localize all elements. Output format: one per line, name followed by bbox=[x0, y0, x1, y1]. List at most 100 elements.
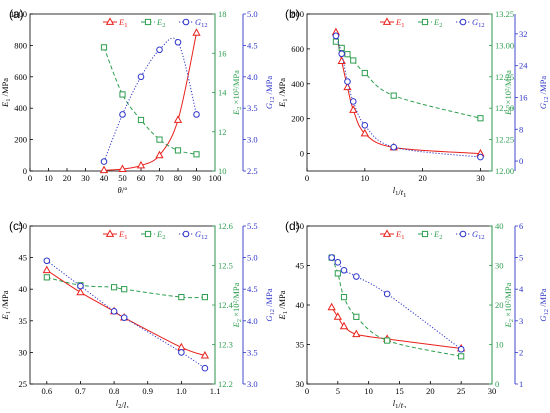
data-point-e1 bbox=[352, 329, 361, 338]
data-point-g12 bbox=[390, 143, 398, 151]
data-point-e2 bbox=[350, 57, 357, 64]
y-left-axis-label: E1 /MPa bbox=[0, 290, 12, 320]
y-left-tick-label: 600 bbox=[291, 44, 304, 54]
x-tick-label: 30 bbox=[476, 173, 485, 183]
data-point-g12 bbox=[344, 78, 351, 85]
data-point-e1 bbox=[333, 312, 342, 320]
data-point-e2 bbox=[458, 353, 465, 360]
data-point-e2 bbox=[353, 313, 360, 320]
data-point-e1 bbox=[136, 160, 146, 169]
legend-marker-g12 bbox=[182, 230, 190, 238]
series-line-g12 bbox=[103, 37, 197, 162]
y-left-tick-label: 35 bbox=[19, 316, 28, 326]
y-right2-tick-label: 3.5 bbox=[247, 347, 258, 357]
plot-frame bbox=[29, 225, 216, 385]
data-point-g12 bbox=[156, 46, 163, 54]
y-right2-axis-label: G12 /MPa bbox=[264, 288, 276, 321]
data-point-e1 bbox=[360, 128, 369, 137]
x-tick-label: 20 bbox=[418, 173, 427, 183]
y-left-tick-label: 800 bbox=[291, 9, 304, 19]
data-point-g12 bbox=[353, 273, 360, 280]
x-tick-label: 10 bbox=[364, 386, 373, 396]
y-right2-axis-label: G12 /MPa bbox=[264, 76, 276, 109]
x-tick-label: 30 bbox=[488, 386, 497, 396]
y-right2-tick-label: 5.0 bbox=[247, 253, 258, 263]
data-point-e2 bbox=[178, 294, 185, 301]
data-point-e1 bbox=[327, 302, 336, 311]
legend-marker-g12 bbox=[459, 18, 467, 26]
y-right1-tick-label: 10 bbox=[495, 340, 504, 350]
panel-label: (c) bbox=[9, 219, 23, 233]
y-left-tick-label: 0 bbox=[23, 166, 27, 176]
data-point-g12 bbox=[193, 111, 200, 118]
legend-label-e1: E1 bbox=[118, 17, 127, 29]
data-point-e1 bbox=[192, 28, 201, 36]
x-tick-label: 0 bbox=[305, 386, 309, 396]
legend-label-e1: E1 bbox=[395, 229, 404, 241]
y-right1-tick-label: 18 bbox=[218, 9, 227, 19]
y-right1-tick-label: 16 bbox=[218, 48, 227, 58]
data-point-g12 bbox=[77, 282, 84, 290]
legend-label-e1: E1 bbox=[118, 229, 127, 241]
legend: E1 E2 G12 bbox=[380, 17, 485, 29]
data-point-e2 bbox=[174, 147, 182, 154]
y-right2-tick-label: 16 bbox=[519, 92, 528, 102]
y-right1-tick-label: 40 bbox=[495, 221, 504, 231]
y-left-tick-label: 0 bbox=[300, 149, 304, 159]
data-point-e1 bbox=[76, 287, 85, 296]
y-left-tick-label: 600 bbox=[14, 72, 27, 82]
y-left-tick-label: 200 bbox=[14, 135, 27, 145]
series-line-e1 bbox=[46, 269, 206, 357]
data-point-e1 bbox=[173, 115, 183, 123]
legend-label-g12: G12 bbox=[472, 229, 485, 241]
x-tick-label: 5 bbox=[336, 386, 340, 396]
panel-c: 0.6 0.7 0.8 0.9 1.0 1.1 l2/l1 25 30 35 40 45 50 E1 /M… bbox=[0, 219, 276, 412]
data-point-g12 bbox=[457, 345, 465, 353]
data-point-g12 bbox=[178, 349, 185, 356]
data-point-g12 bbox=[332, 32, 340, 40]
x-tick-label: 20 bbox=[426, 386, 435, 396]
x-tick-label: 1.1 bbox=[210, 386, 221, 396]
y-right2-tick-label: 1 bbox=[519, 379, 523, 389]
y-right2-tick-label: 32 bbox=[519, 29, 528, 39]
data-point-g12 bbox=[349, 98, 357, 105]
data-point-e2 bbox=[334, 270, 341, 277]
y-right2-tick-label: 3.0 bbox=[247, 379, 258, 389]
data-point-e2 bbox=[156, 136, 163, 143]
y-left-tick-label: 45 bbox=[296, 261, 305, 271]
data-point-e2 bbox=[384, 337, 391, 344]
y-right2-tick-label: 6 bbox=[519, 221, 523, 231]
y-left-tick-label: 1000 bbox=[10, 9, 27, 19]
x-tick-label: 15 bbox=[395, 386, 404, 396]
x-tick-label: 0.9 bbox=[142, 386, 153, 396]
x-tick-label: 40 bbox=[100, 173, 109, 183]
legend-label-e1: E1 bbox=[395, 17, 404, 29]
y-left-tick-label: 40 bbox=[19, 284, 28, 294]
x-axis-label: l2/l1 bbox=[116, 398, 130, 408]
legend-label-e2: E2 bbox=[433, 229, 442, 241]
y-right1-tick-label: 12.4 bbox=[218, 300, 234, 310]
x-tick-label: 0.8 bbox=[109, 386, 120, 396]
x-tick-label: 0.6 bbox=[42, 386, 53, 396]
y-right2-axis-label: G12 /MPa bbox=[538, 288, 550, 321]
y-right2-tick-label: 2.5 bbox=[247, 166, 258, 176]
legend-label-e2: E2 bbox=[156, 17, 165, 29]
data-point-e1 bbox=[200, 350, 210, 359]
legend: E1 E2 G12 bbox=[380, 229, 485, 241]
y-left-tick-label: 400 bbox=[14, 103, 27, 113]
series-line-g12 bbox=[331, 257, 462, 350]
data-point-g12 bbox=[328, 254, 335, 261]
y-right2-tick-label: 4.0 bbox=[247, 72, 258, 82]
data-point-e2 bbox=[193, 151, 200, 158]
legend-marker-e2 bbox=[421, 230, 429, 238]
series-line-e1 bbox=[335, 32, 481, 155]
legend-label-g12: G12 bbox=[195, 229, 208, 241]
x-tick-label: 70 bbox=[155, 173, 164, 183]
x-tick-label: 10 bbox=[361, 173, 370, 183]
x-tick-label: 1.0 bbox=[176, 386, 187, 396]
y-left-tick-label: 45 bbox=[19, 253, 28, 263]
y-left-axis-label: E1 /MPa bbox=[0, 78, 12, 108]
y-right1-tick-label: 12.50 bbox=[495, 103, 514, 113]
y-right1-tick-label: 12.00 bbox=[495, 166, 514, 176]
data-point-g12 bbox=[338, 50, 345, 58]
